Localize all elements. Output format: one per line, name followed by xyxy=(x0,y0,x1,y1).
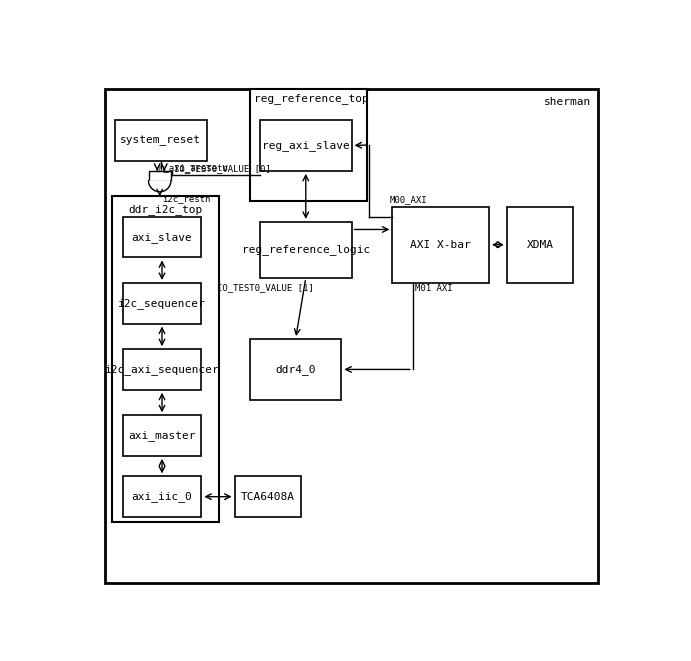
Text: M00_AXI: M00_AXI xyxy=(390,195,428,204)
Text: reg_reference_logic: reg_reference_logic xyxy=(242,245,370,255)
Text: i2c_sequencer: i2c_sequencer xyxy=(118,298,206,309)
Bar xyxy=(115,120,207,161)
Text: i2c_restn: i2c_restn xyxy=(162,194,211,204)
Text: i2c_axi_sequencer: i2c_axi_sequencer xyxy=(104,364,219,375)
Text: ddr_i2c_top: ddr_i2c_top xyxy=(129,204,203,215)
Text: ddr4_0: ddr4_0 xyxy=(275,364,316,375)
Bar xyxy=(122,283,202,324)
Text: IO_TEST0_VALUE [0]: IO_TEST0_VALUE [0] xyxy=(174,164,271,173)
Bar xyxy=(122,477,202,517)
Bar xyxy=(122,217,202,258)
Bar xyxy=(149,171,171,180)
Text: reg_reference_top: reg_reference_top xyxy=(254,94,368,104)
Bar xyxy=(122,415,202,456)
Bar xyxy=(260,222,352,278)
Text: system_reset: system_reset xyxy=(120,136,201,145)
Text: axi_master: axi_master xyxy=(129,430,196,441)
Text: IO_TEST0_VALUE [1]: IO_TEST0_VALUE [1] xyxy=(217,283,314,292)
Bar xyxy=(507,207,573,283)
Text: axi_iic_0: axi_iic_0 xyxy=(131,491,192,502)
Bar xyxy=(250,89,367,202)
Bar xyxy=(113,196,219,522)
Text: M01 AXI: M01 AXI xyxy=(415,284,453,293)
Bar xyxy=(392,207,489,283)
Bar xyxy=(250,339,341,400)
Text: TCA6408A: TCA6408A xyxy=(240,492,294,502)
Text: axi_slave: axi_slave xyxy=(131,231,192,243)
Text: reg_axi_slave: reg_axi_slave xyxy=(262,140,350,151)
Text: XDMA: XDMA xyxy=(527,240,553,250)
Bar xyxy=(260,120,352,171)
Text: m_axi_aresetn: m_axi_aresetn xyxy=(158,163,228,173)
Bar xyxy=(122,349,202,390)
Bar xyxy=(234,477,301,517)
Text: AXI X-bar: AXI X-bar xyxy=(410,240,471,250)
Text: sherman: sherman xyxy=(544,97,591,107)
